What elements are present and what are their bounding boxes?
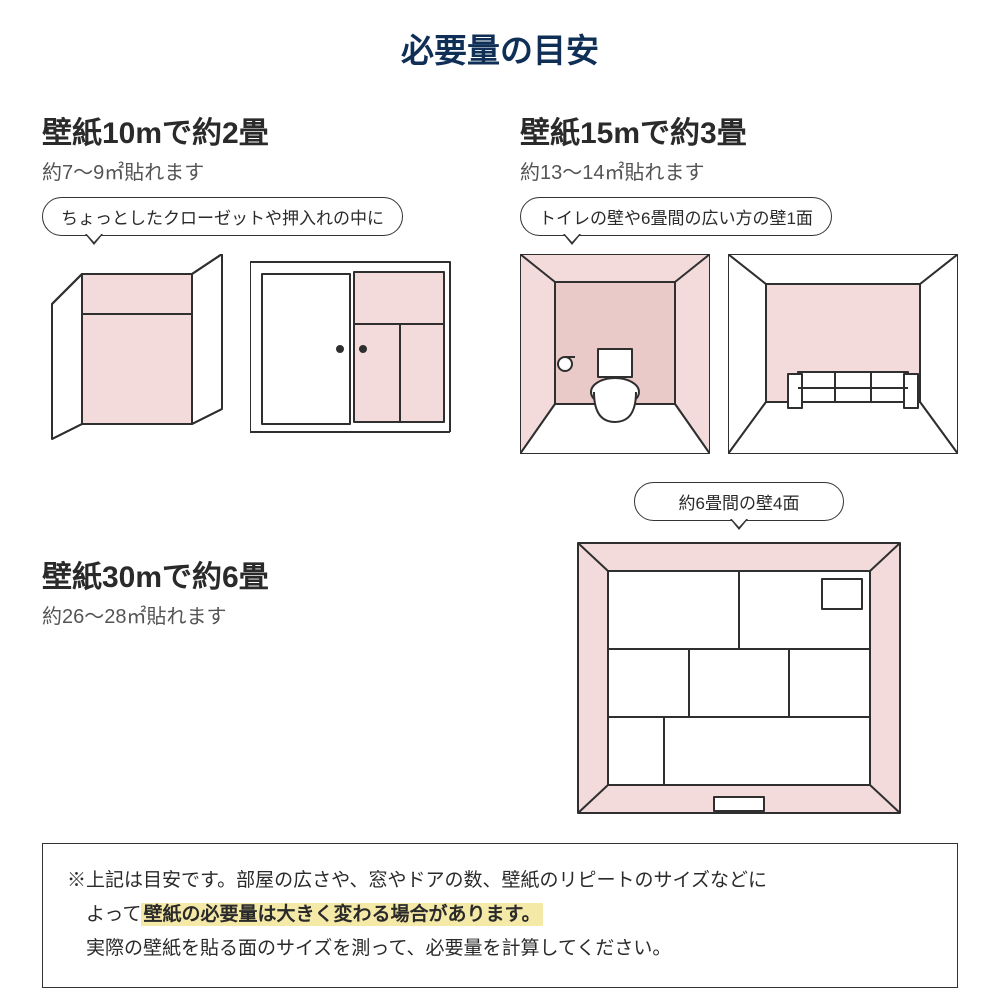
bubble-30m: 約6畳間の壁4面 <box>634 482 844 521</box>
section-10m: 壁紙10mで約2畳 約7～9㎡貼れます ちょっとしたクローゼットや押入れの中に <box>42 108 478 454</box>
heading-10m: 壁紙10mで約2畳 <box>42 108 478 152</box>
closet-interior-illustration <box>42 254 232 444</box>
sub-10m: 約7～9㎡貼れます <box>42 156 478 185</box>
heading-30m: 壁紙30mで約6畳 <box>42 552 478 596</box>
toilet-room-illustration <box>520 254 710 454</box>
section-15m: 壁紙15mで約3畳 約13～14㎡貼れます トイレの壁や6畳間の広い方の壁1面 <box>520 108 958 454</box>
bubble-10m: ちょっとしたクローゼットや押入れの中に <box>42 197 403 236</box>
heading-15m: 壁紙15mで約3畳 <box>520 108 958 152</box>
footer-note: ※上記は目安です。部屋の広さや、窓やドアの数、壁紙のリピートのサイズなどに よっ… <box>42 843 958 988</box>
section-30m-illustration: 約6畳間の壁4面 <box>520 482 958 819</box>
sections-grid: 壁紙10mで約2畳 約7～9㎡貼れます ちょっとしたクローゼットや押入れの中に <box>42 108 958 819</box>
bubble-15m: トイレの壁や6畳間の広い方の壁1面 <box>520 197 832 236</box>
floorplan-illustration <box>574 539 904 819</box>
living-room-illustration <box>728 254 958 454</box>
sliding-door-illustration <box>250 254 460 444</box>
footer-line-3: 実際の壁紙を貼る面のサイズを測って、必要量を計算してください。 <box>67 932 933 966</box>
footer-highlight: 壁紙の必要量は大きく変わる場合があります。 <box>141 903 542 926</box>
footer-line-1: ※上記は目安です。部屋の広さや、窓やドアの数、壁紙のリピートのサイズなどに <box>67 864 933 898</box>
page-title: 必要量の目安 <box>42 24 958 72</box>
sub-30m: 約26～28㎡貼れます <box>42 600 478 629</box>
section-30m: 壁紙30mで約6畳 約26～28㎡貼れます <box>42 552 478 819</box>
sub-15m: 約13～14㎡貼れます <box>520 156 958 185</box>
footer-line-2: よって壁紙の必要量は大きく変わる場合があります。 <box>67 898 933 932</box>
footer-line-2-prefix: よって <box>67 904 141 925</box>
